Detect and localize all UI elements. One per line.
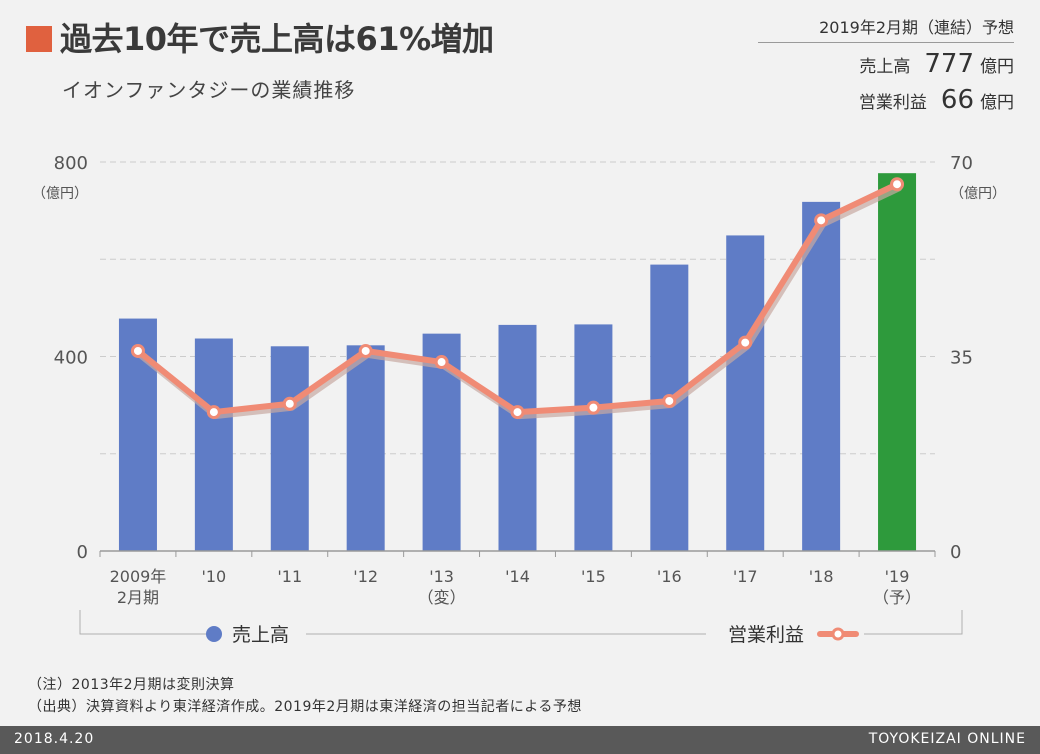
footer-bar: 2018.4.20 TOYOKEIZAI ONLINE — [0, 726, 1040, 754]
forecast-row-sales: 売上高 777 億円 — [758, 49, 1014, 79]
forecast-value: 66 — [940, 85, 974, 115]
page-title: 過去10年で売上高は61%増加 — [60, 20, 494, 58]
y-tick-label-right: 0 — [950, 542, 961, 563]
forecast-unit: 億円 — [980, 93, 1014, 113]
point-profit — [434, 355, 449, 370]
legend-background — [706, 624, 864, 646]
point-profit — [358, 343, 373, 358]
bar-sales — [346, 345, 385, 551]
bar-sales — [574, 324, 613, 551]
y-tick-label-right: 70 — [950, 153, 973, 174]
bar-sales — [194, 338, 233, 551]
y-tick-label-right: 35 — [950, 348, 973, 369]
bar-sales — [878, 173, 917, 551]
legend-bracket — [79, 610, 963, 635]
point-profit — [206, 405, 221, 420]
x-tick-label: '17 — [733, 567, 758, 586]
y-tick-label-left: 800 — [54, 153, 88, 174]
x-tick-label: '10 — [201, 567, 226, 586]
page-subtitle: イオンファンタジーの業績推移 — [62, 78, 356, 102]
forecast-box: 2019年2月期（連結）予想 売上高 777 億円 営業利益 66 億円 — [758, 14, 1014, 115]
y-tick-label-left: 0 — [77, 542, 88, 563]
combo-chart: 0 400 800 （億円） 0 35 70 （億円） 2009年 2月期 '10 '11 '12 '13… — [32, 153, 1006, 646]
source-note: （出典）決算資料より東洋経済作成。2019年2月期は東洋経済の担当記者による予想 — [28, 699, 582, 715]
x-tick-label: '19 — [885, 567, 910, 586]
forecast-unit: 億円 — [980, 57, 1014, 77]
point-profit — [890, 177, 905, 192]
y-axis-unit-right: （億円） — [950, 186, 1006, 202]
x-tick-label: '15 — [581, 567, 606, 586]
bar-sales — [498, 324, 537, 551]
y-tick-label-left: 400 — [54, 348, 88, 369]
point-profit — [130, 343, 145, 358]
legend-label-sales: 売上高 — [232, 624, 289, 646]
bar-sales — [802, 201, 841, 551]
brand-name: TOYOKEIZAI ONLINE — [868, 731, 1026, 747]
point-profit — [282, 396, 297, 411]
x-tick-label: '14 — [505, 567, 530, 586]
x-tick-label: '18 — [809, 567, 834, 586]
point-profit — [510, 405, 525, 420]
x-tick-label: '12 — [353, 567, 378, 586]
forecast-label: 営業利益 — [858, 93, 927, 113]
x-tick-label: （変） — [418, 588, 466, 607]
forecast-value: 777 — [924, 49, 974, 79]
publish-date: 2018.4.20 — [14, 731, 95, 747]
x-tick-label: 2009年 — [110, 567, 167, 586]
point-profit — [738, 335, 753, 350]
x-tick-label: '16 — [657, 567, 682, 586]
x-tick-label: 2月期 — [117, 588, 159, 607]
y-axis-unit-left: （億円） — [32, 186, 88, 202]
legend-point-icon — [831, 627, 845, 641]
legend-bar-icon — [206, 626, 222, 642]
x-tick-label: '13 — [429, 567, 454, 586]
bar-sales — [270, 346, 309, 551]
legend-background — [206, 624, 306, 646]
forecast-row-profit: 営業利益 66 億円 — [758, 85, 1014, 115]
footnote: （注）2013年2月期は変則決算 — [28, 677, 235, 693]
legend-label-profit: 営業利益 — [728, 624, 804, 646]
point-profit — [586, 400, 601, 415]
x-tick-label: （予） — [873, 588, 921, 607]
title-square-icon — [26, 26, 52, 52]
forecast-label: 売上高 — [859, 57, 911, 77]
x-tick-label: '11 — [277, 567, 302, 586]
bar-sales — [726, 235, 765, 551]
forecast-heading: 2019年2月期（連結）予想 — [758, 14, 1014, 43]
point-profit — [662, 393, 677, 408]
point-profit — [814, 213, 829, 228]
